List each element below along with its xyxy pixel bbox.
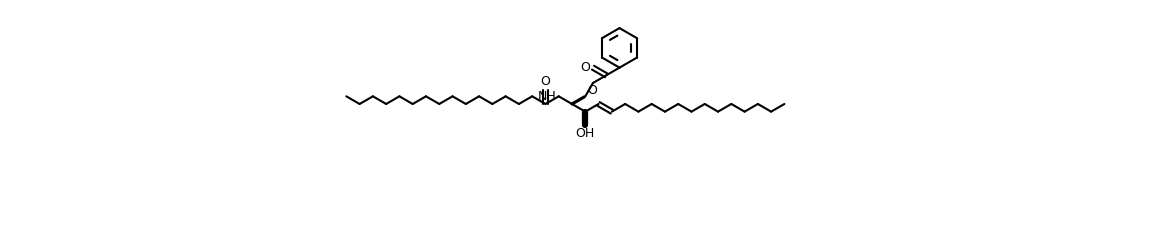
Text: O: O [580, 61, 590, 74]
Text: O: O [586, 84, 597, 97]
Text: OH: OH [576, 128, 595, 140]
Text: O: O [540, 75, 551, 88]
Text: NH: NH [538, 90, 557, 103]
